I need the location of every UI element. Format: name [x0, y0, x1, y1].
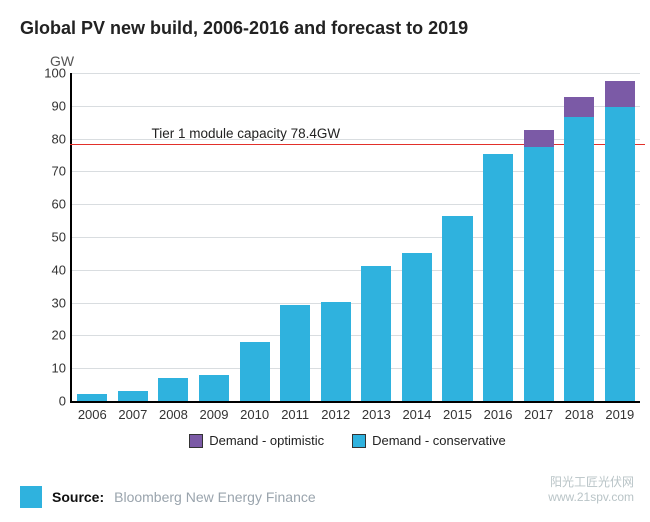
x-tick-label: 2013	[362, 407, 391, 422]
bar-segment	[564, 117, 594, 401]
chart-title: Global PV new build, 2006-2016 and forec…	[20, 18, 630, 39]
x-tick-label: 2012	[321, 407, 350, 422]
bar-slot: 2010	[234, 73, 275, 401]
x-tick-label: 2019	[605, 407, 634, 422]
source-row: Source: Bloomberg New Energy Finance	[20, 486, 316, 508]
bar-slot: 2007	[113, 73, 154, 401]
y-tick-label: 100	[44, 66, 72, 81]
bar-slot: 2015	[437, 73, 478, 401]
x-tick-label: 2018	[565, 407, 594, 422]
y-tick-label: 60	[52, 197, 72, 212]
y-tick-label: 70	[52, 164, 72, 179]
bar	[483, 154, 513, 402]
bar	[402, 253, 432, 402]
bar	[321, 302, 351, 401]
y-tick-label: 0	[59, 394, 72, 409]
bar-slot: 2017	[518, 73, 559, 401]
y-tick-label: 40	[52, 262, 72, 277]
bar-slot: 2011	[275, 73, 316, 401]
y-tick-label: 30	[52, 295, 72, 310]
bar-slot: 2006	[72, 73, 113, 401]
y-tick-label: 80	[52, 131, 72, 146]
watermark-line1: 阳光工匠光伏网	[548, 475, 634, 489]
x-tick-label: 2007	[118, 407, 147, 422]
y-tick-label: 50	[52, 230, 72, 245]
y-tick-label: 20	[52, 328, 72, 343]
bar	[280, 305, 310, 401]
bar-segment	[199, 375, 229, 401]
x-tick-label: 2017	[524, 407, 553, 422]
bar-slot: 2019	[600, 73, 641, 401]
bar-slot: 2008	[153, 73, 194, 401]
chart-area: 0102030405060708090100Tier 1 module capa…	[70, 73, 625, 448]
x-tick-label: 2010	[240, 407, 269, 422]
x-tick-label: 2011	[281, 407, 309, 422]
plot-region: 0102030405060708090100Tier 1 module capa…	[70, 73, 640, 403]
bar-slot: 2009	[194, 73, 235, 401]
legend-swatch	[352, 434, 366, 448]
bar-segment	[361, 266, 391, 401]
y-axis-label: GW	[50, 53, 630, 69]
legend-label: Demand - conservative	[372, 433, 506, 448]
bar-segment	[605, 107, 635, 401]
bar-segment	[483, 154, 513, 402]
legend: Demand - optimistic Demand - conservative	[70, 433, 625, 448]
figure-container: Global PV new build, 2006-2016 and forec…	[0, 0, 650, 522]
x-tick-label: 2015	[443, 407, 472, 422]
source-text: Bloomberg New Energy Finance	[114, 489, 316, 505]
x-tick-label: 2016	[484, 407, 513, 422]
bar-segment	[118, 391, 148, 401]
bar	[564, 97, 594, 401]
source-label: Source:	[52, 489, 104, 505]
bar-segment	[280, 305, 310, 401]
bar-slot: 2018	[559, 73, 600, 401]
bar	[442, 216, 472, 401]
legend-item: Demand - conservative	[352, 433, 506, 448]
bar	[77, 394, 107, 401]
bar	[361, 266, 391, 401]
watermark-line2: www.21spv.com	[548, 490, 634, 504]
bars-group: 2006200720082009201020112012201320142015…	[72, 73, 640, 401]
bar-segment	[321, 302, 351, 401]
x-tick-label: 2006	[78, 407, 107, 422]
bar	[524, 130, 554, 401]
bar-slot: 2013	[356, 73, 397, 401]
bar	[240, 342, 270, 401]
bar-segment	[158, 378, 188, 401]
bar-segment	[524, 130, 554, 147]
x-tick-label: 2014	[402, 407, 431, 422]
x-tick-label: 2009	[200, 407, 229, 422]
bar-segment	[524, 147, 554, 401]
y-tick-label: 10	[52, 361, 72, 376]
source-swatch	[20, 486, 42, 508]
bar-segment	[402, 253, 432, 402]
bar	[158, 378, 188, 401]
bar	[605, 81, 635, 401]
bar	[118, 391, 148, 401]
bar-slot: 2016	[478, 73, 519, 401]
y-tick-label: 90	[52, 98, 72, 113]
bar-segment	[240, 342, 270, 401]
bar-slot: 2014	[397, 73, 438, 401]
bar-segment	[442, 216, 472, 401]
legend-label: Demand - optimistic	[209, 433, 324, 448]
legend-swatch	[189, 434, 203, 448]
legend-item: Demand - optimistic	[189, 433, 324, 448]
bar-segment	[605, 81, 635, 107]
bar-slot: 2012	[315, 73, 356, 401]
watermark: 阳光工匠光伏网 www.21spv.com	[548, 475, 634, 504]
bar-segment	[564, 97, 594, 117]
bar-segment	[77, 394, 107, 401]
x-tick-label: 2008	[159, 407, 188, 422]
bar	[199, 375, 229, 401]
